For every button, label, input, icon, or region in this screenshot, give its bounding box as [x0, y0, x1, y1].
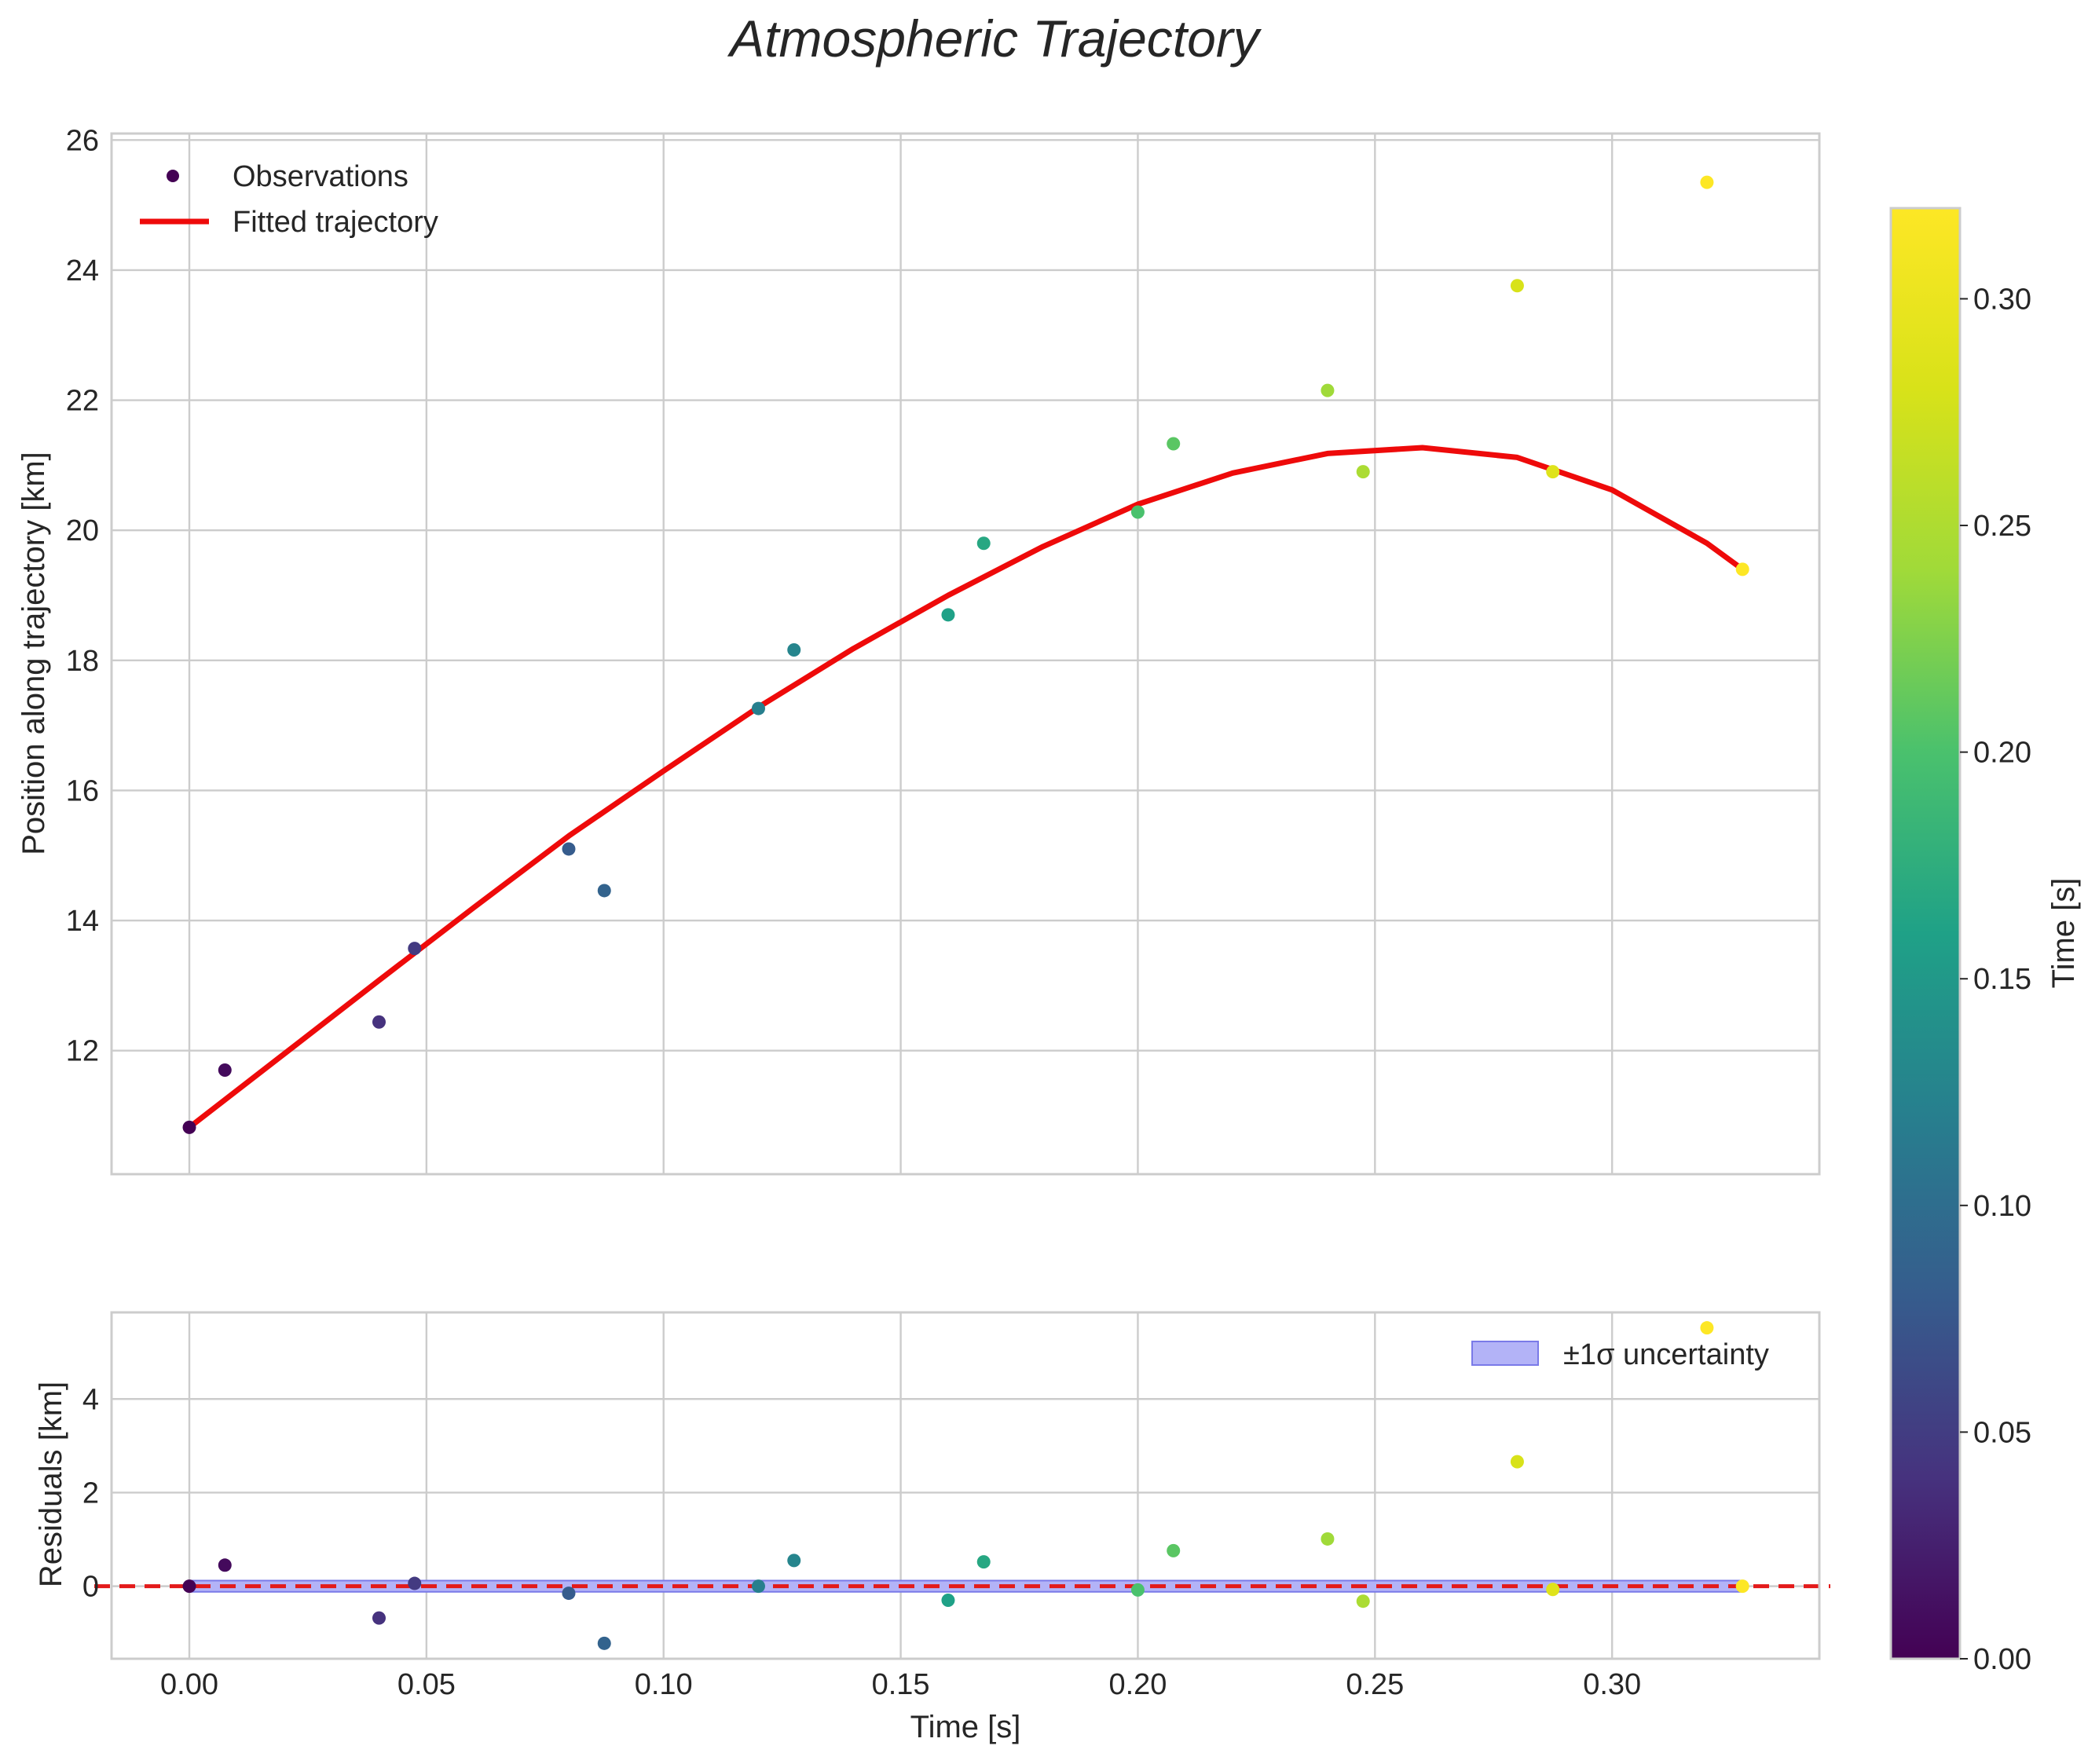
colorbar-tick-label: 0.15 — [1973, 963, 2031, 996]
colorbar-ticks: 0.00 0.05 0.10 0.15 0.20 0.25 0.30 — [1960, 283, 2031, 1676]
x-tick-label: 0.05 — [397, 1668, 456, 1701]
x-tick-label: 0.15 — [872, 1668, 930, 1701]
residual-point — [562, 1587, 576, 1601]
residual-points — [182, 1321, 1749, 1650]
residual-panel-xlabel: Time [s] — [910, 1710, 1021, 1744]
observation-point — [1167, 437, 1181, 451]
main-panel-grid — [112, 134, 1819, 1174]
residual-point — [976, 1555, 991, 1569]
main-y-tick-label: 22 — [66, 385, 99, 418]
main-panel-frame — [110, 132, 1821, 1176]
residual-point — [941, 1594, 955, 1608]
observation-point — [941, 608, 955, 622]
observation-point — [597, 884, 611, 898]
observation-point — [182, 1120, 196, 1134]
observation-point — [1130, 505, 1145, 519]
observation-point — [787, 643, 801, 657]
legend-band-swatch — [1471, 1341, 1539, 1366]
legend-band-label: ±1σ uncertainty — [1563, 1338, 1769, 1371]
residual-point — [1167, 1543, 1181, 1557]
residual-panel-legend: ±1σ uncertainty — [1471, 1338, 1769, 1371]
observation-point — [1735, 562, 1749, 576]
colorbar-gradient — [1891, 208, 1960, 1659]
main-y-tick-label: 18 — [66, 645, 99, 678]
residual-point — [372, 1611, 386, 1625]
residual-point — [1510, 1455, 1524, 1469]
observation-point — [1510, 279, 1524, 293]
residual-point — [1321, 1532, 1335, 1546]
residual-point — [787, 1554, 801, 1568]
x-tick-label: 0.25 — [1346, 1668, 1404, 1701]
main-y-tick-label: 16 — [66, 774, 99, 807]
residual-point — [218, 1558, 232, 1572]
residual-point — [1356, 1594, 1370, 1608]
main-y-tick-label: 14 — [66, 905, 99, 938]
observation-point — [218, 1063, 232, 1077]
x-tick-label: 0.00 — [160, 1668, 218, 1701]
colorbar-tick-label: 0.25 — [1973, 510, 2031, 543]
residual-panel-y-ticks: 0 2 4 — [82, 1383, 99, 1603]
residual-y-tick-label: 2 — [82, 1477, 99, 1510]
colorbar-frame — [1889, 207, 1962, 1660]
observation-point — [408, 942, 422, 956]
residual-point — [408, 1576, 422, 1590]
main-panel-legend: Observations Fitted trajectory — [140, 160, 438, 239]
colorbar-tick-label: 0.20 — [1973, 737, 2031, 770]
observation-points — [182, 175, 1749, 1134]
main-y-tick-label: 20 — [66, 514, 99, 547]
main-panel-ylabel: Position along trajectory [km] — [16, 452, 51, 855]
colorbar-label: Time [s] — [2046, 878, 2081, 989]
x-tick-label: 0.10 — [635, 1668, 693, 1701]
observation-point — [976, 536, 991, 551]
x-tick-label: 0.30 — [1583, 1668, 1641, 1701]
legend-observations-marker — [167, 170, 179, 182]
residual-panel-ylabel: Residuals [km] — [34, 1382, 68, 1587]
main-y-tick-label: 12 — [66, 1035, 99, 1068]
main-y-tick-label: 24 — [66, 254, 99, 287]
observation-point — [372, 1015, 386, 1029]
colorbar-tick-label: 0.30 — [1973, 283, 2031, 316]
legend-observations-label: Observations — [233, 160, 408, 193]
observation-point — [751, 701, 765, 715]
observation-point — [1700, 175, 1714, 189]
observation-point — [1546, 465, 1560, 479]
residual-y-tick-label: 4 — [82, 1383, 99, 1416]
residual-point — [182, 1579, 196, 1594]
colorbar-tick-label: 0.00 — [1973, 1643, 2031, 1676]
fitted-trajectory-line — [186, 445, 1746, 1130]
residual-panel-x-ticks: 0.00 0.05 0.10 0.15 0.20 0.25 0.30 — [160, 1668, 1641, 1701]
residual-point — [1700, 1321, 1714, 1335]
main-panel-y-ticks: 12 14 16 18 20 22 24 26 — [66, 124, 99, 1067]
main-y-tick-label: 26 — [66, 124, 99, 157]
observation-point — [562, 842, 576, 856]
chart-title: Atmospheric Trajectory — [727, 9, 1262, 68]
residual-point — [751, 1579, 765, 1594]
residual-point — [1130, 1583, 1145, 1597]
residual-point — [597, 1636, 611, 1650]
colorbar-tick-label: 0.05 — [1973, 1416, 2031, 1449]
residual-point — [1735, 1579, 1749, 1594]
x-tick-label: 0.20 — [1108, 1668, 1167, 1701]
legend-fit-label: Fitted trajectory — [233, 206, 438, 239]
residual-y-tick-label: 0 — [82, 1571, 99, 1604]
observation-point — [1356, 465, 1370, 479]
observation-point — [1321, 383, 1335, 397]
residual-panel-frame — [110, 1311, 1821, 1660]
residual-point — [1546, 1583, 1560, 1597]
colorbar-tick-label: 0.10 — [1973, 1190, 2031, 1223]
